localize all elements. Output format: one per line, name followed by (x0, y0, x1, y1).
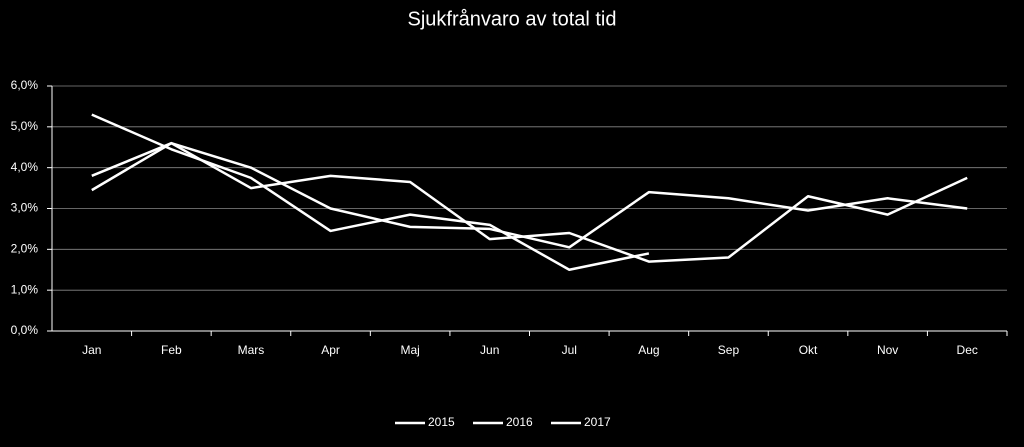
y-tick-label: 0,0% (11, 323, 39, 337)
y-tick-label: 2,0% (11, 242, 39, 256)
series-line (91, 141, 968, 263)
x-tick-label: Sep (718, 343, 740, 357)
x-tick-label: Nov (877, 343, 898, 357)
x-tick-label: Apr (321, 343, 340, 357)
x-tick-label: Okt (799, 343, 818, 357)
y-tick-label: 1,0% (11, 282, 39, 296)
series-line (91, 141, 968, 249)
x-tick-label: Jan (82, 343, 101, 357)
chart-title: Sjukfrånvaro av total tid (408, 8, 617, 30)
legend-label: 2016 (506, 415, 533, 429)
y-tick-label: 5,0% (11, 119, 39, 133)
y-tick-label: 6,0% (11, 78, 39, 92)
x-tick-label: Feb (161, 343, 182, 357)
x-tick-label: Jul (562, 343, 577, 357)
series-line (91, 113, 650, 271)
x-tick-label: Dec (957, 343, 978, 357)
x-tick-label: Jun (480, 343, 499, 357)
x-tick-label: Mars (238, 343, 265, 357)
x-tick-label: Aug (638, 343, 659, 357)
legend-label: 2015 (428, 415, 455, 429)
y-tick-label: 3,0% (11, 201, 39, 215)
x-tick-label: Maj (400, 343, 419, 357)
legend-label: 2017 (584, 415, 611, 429)
y-tick-label: 4,0% (11, 160, 39, 174)
